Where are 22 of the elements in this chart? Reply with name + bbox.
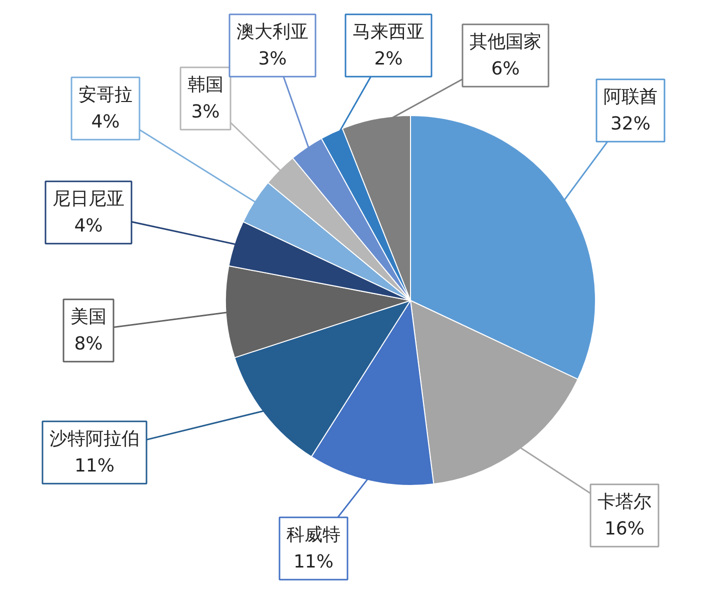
data-label: 4%: [74, 216, 103, 237]
slice-label: 其他国家: [470, 31, 542, 52]
slice-label: 沙特阿拉伯: [50, 428, 140, 450]
slice-label: 尼日尼亚: [52, 188, 124, 210]
data-label: 3%: [258, 48, 287, 70]
slice-label: 美国: [70, 306, 106, 328]
slice-label: 马来西亚: [352, 21, 424, 42]
data-label: 3%: [191, 102, 220, 123]
data-label: 11%: [293, 552, 334, 573]
data-label: 2%: [374, 48, 403, 70]
data-label: 11%: [74, 456, 115, 477]
slice-label: 安哥拉: [78, 84, 132, 106]
slice-label: 科威特: [286, 524, 340, 546]
data-label: 4%: [91, 112, 120, 133]
data-label: 8%: [74, 334, 103, 355]
slice-label: 澳大利亚: [236, 21, 308, 42]
slice-label: 韩国: [188, 74, 224, 96]
data-label: 6%: [491, 58, 520, 80]
slice-label: 卡塔尔: [598, 491, 652, 512]
data-label: 32%: [610, 114, 651, 135]
slice-label: 阿联酋: [604, 86, 658, 108]
data-label: 16%: [604, 518, 645, 540]
